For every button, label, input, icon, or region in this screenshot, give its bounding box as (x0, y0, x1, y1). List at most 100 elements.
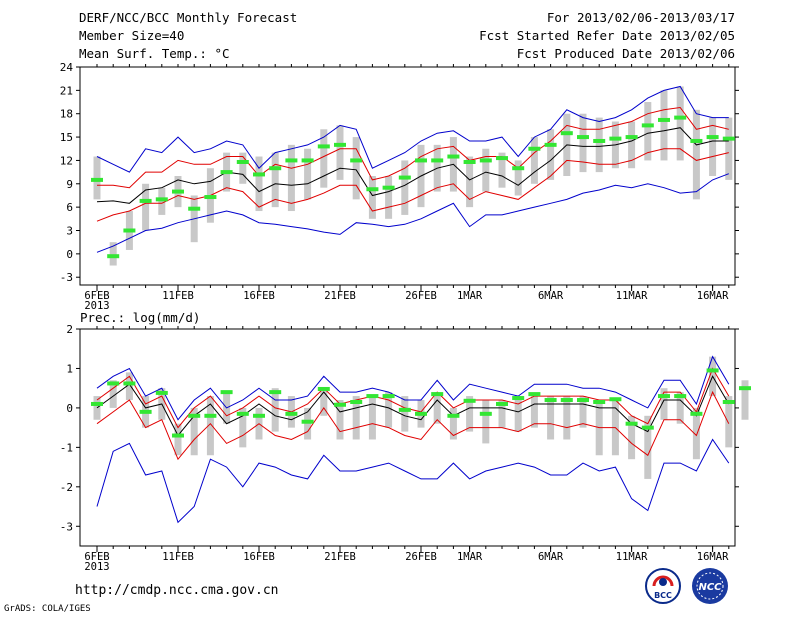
ensemble-box (530, 396, 538, 428)
y-tick-label: 18 (60, 108, 73, 121)
ensemble-box (271, 388, 279, 432)
median-marker (447, 413, 460, 418)
median-marker (398, 407, 411, 412)
forecast-period: For 2013/02/06-2013/03/17 (546, 10, 735, 25)
ensemble-box (466, 396, 474, 432)
median-marker (641, 425, 654, 430)
variable-label: Mean Surf. Temp.: °C (79, 46, 230, 61)
y-tick-label: 0 (66, 248, 73, 261)
ensemble-box (466, 156, 474, 208)
ensemble-box (287, 144, 295, 212)
ensemble-box (644, 102, 652, 161)
median-marker (107, 254, 120, 259)
x-tick-label: 11FEB (162, 290, 194, 302)
median-marker (528, 146, 541, 151)
median-marker (269, 390, 282, 395)
bcc-logo-text: BCC (654, 591, 672, 600)
x-tick-label: 26FEB (405, 551, 437, 563)
ensemble-box (530, 137, 538, 184)
median-marker (317, 144, 330, 149)
ensemble-box (336, 125, 344, 180)
median-marker (220, 170, 233, 175)
median-marker (479, 158, 492, 163)
ensemble-box (676, 392, 684, 424)
x-tick-label: 11MAR (616, 551, 648, 563)
median-marker (398, 175, 411, 180)
chart-title: DERF/NCC/BCC Monthly Forecast (79, 10, 298, 25)
source-url[interactable]: http://cmdp.ncc.cma.gov.cn (75, 583, 279, 598)
median-marker (301, 419, 314, 424)
ensemble-box (628, 121, 636, 169)
ensemble-box (401, 160, 409, 215)
median-marker (560, 398, 573, 403)
ensemble-box (304, 148, 312, 200)
ensemble-box (368, 176, 376, 219)
series-mean (96, 127, 729, 204)
median-marker (123, 228, 136, 233)
plot-frame (79, 328, 736, 547)
ensemble-box (401, 396, 409, 432)
x-tick-label: 21FEB (324, 290, 356, 302)
median-marker (253, 172, 265, 177)
median-marker (690, 411, 703, 416)
series-std_upper (97, 106, 729, 189)
ensemble-box (579, 113, 587, 173)
median-marker (155, 197, 168, 202)
series-min (96, 438, 730, 524)
median-marker (415, 411, 427, 416)
median-marker (155, 390, 168, 395)
ensemble-box (498, 400, 506, 428)
ensemble-box (449, 407, 457, 440)
median-marker (253, 413, 265, 418)
median-marker (220, 390, 233, 395)
y-tick-label: 24 (60, 61, 74, 74)
ensemble-box (352, 396, 360, 440)
x-tick-label: 11MAR (616, 290, 648, 302)
grads-credit: GrADS: COLA/IGES (4, 604, 91, 614)
x-tick-label: 26FEB (405, 290, 437, 302)
x-tick-label: 16FEB (243, 551, 275, 563)
median-marker (91, 401, 103, 406)
x-tick-label: 1MAR (457, 290, 483, 302)
x-tick-label: 6FEB (84, 551, 109, 563)
member-size: Member Size=40 (79, 28, 185, 43)
median-marker (188, 206, 201, 211)
x-tick-year: 2013 (84, 561, 109, 573)
median-marker (382, 185, 395, 190)
ensemble-box (174, 423, 182, 456)
ncc-logo-icon: NCC (692, 568, 728, 604)
series-std_upper (96, 367, 730, 429)
logos: BCC NCC (645, 568, 728, 604)
x-tick-label: 6FEB (84, 290, 109, 302)
ensemble-box (692, 407, 700, 460)
ensemble-box (271, 152, 279, 208)
y-tick-label: 9 (66, 178, 73, 191)
x-tick-label: 16MAR (697, 551, 729, 563)
ensemble-box (579, 396, 587, 428)
median-marker (739, 386, 751, 391)
series-min (96, 85, 729, 173)
median-marker (285, 158, 298, 163)
median-marker (269, 166, 282, 171)
ensemble-box (109, 242, 117, 266)
median-marker (350, 399, 363, 404)
ensemble-box (352, 137, 360, 200)
series-max (96, 355, 730, 421)
median-marker (334, 402, 346, 407)
median-marker (463, 159, 476, 164)
series-max (96, 173, 729, 253)
median-marker (658, 394, 670, 399)
ensemble-box (547, 129, 555, 180)
median-marker (350, 158, 363, 163)
ensemble-box (628, 415, 636, 460)
ensemble-box (725, 117, 733, 180)
median-marker (560, 131, 573, 136)
median-marker (544, 398, 557, 403)
ensemble-box (709, 117, 717, 176)
median-marker (366, 394, 379, 399)
median-marker (204, 413, 217, 418)
series-std_lower (96, 390, 730, 461)
median-marker (447, 154, 460, 159)
